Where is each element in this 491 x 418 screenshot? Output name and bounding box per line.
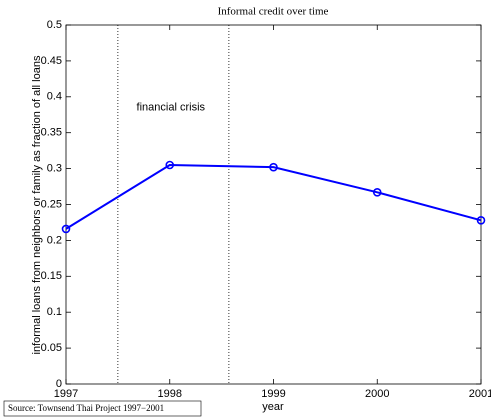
annotation: financial crisis bbox=[137, 101, 206, 113]
y-tick-label: 0.3 bbox=[47, 163, 62, 175]
x-tick-label: 2001 bbox=[469, 388, 491, 400]
y-tick-label: 0 bbox=[56, 378, 62, 390]
x-tick-label: 1997 bbox=[54, 388, 78, 400]
data-point bbox=[372, 187, 382, 197]
y-tick-label: 0.2 bbox=[47, 234, 62, 246]
data-point bbox=[476, 215, 486, 225]
x-tick-label: 1998 bbox=[158, 388, 182, 400]
data-point bbox=[165, 160, 175, 170]
data-point bbox=[269, 162, 278, 172]
data-point bbox=[61, 224, 71, 234]
y-tick-label: 0.45 bbox=[41, 55, 62, 67]
y-tick-label: 0.35 bbox=[41, 127, 62, 139]
data-line bbox=[65, 164, 482, 230]
source-box bbox=[3, 400, 202, 417]
y-tick-label: 0.4 bbox=[47, 91, 62, 103]
x-tick-label: 2000 bbox=[365, 388, 389, 400]
y-tick-label: 0.15 bbox=[41, 270, 62, 282]
y-axis-label: informal loans from neighbors or family … bbox=[31, 55, 43, 354]
source-note: Source: Townsend Thai Project 1997−2001 bbox=[8, 403, 164, 413]
y-tick-label: 0.25 bbox=[41, 198, 62, 210]
y-tick-label: 0.1 bbox=[47, 306, 62, 318]
y-tick-label: 0.5 bbox=[47, 19, 62, 31]
x-axis-label: year bbox=[262, 401, 284, 413]
chart-title: Informal credit over time bbox=[218, 6, 329, 18]
y-tick-label: 0.05 bbox=[41, 342, 62, 354]
x-tick-label: 1999 bbox=[261, 388, 285, 400]
